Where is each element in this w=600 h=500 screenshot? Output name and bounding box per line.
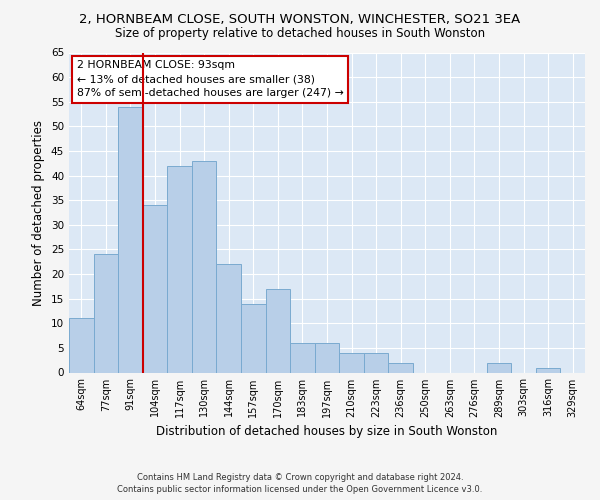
- Text: 2 HORNBEAM CLOSE: 93sqm
← 13% of detached houses are smaller (38)
87% of semi-de: 2 HORNBEAM CLOSE: 93sqm ← 13% of detache…: [77, 60, 343, 98]
- Bar: [388, 362, 413, 372]
- Text: Size of property relative to detached houses in South Wonston: Size of property relative to detached ho…: [115, 28, 485, 40]
- Bar: [536, 368, 560, 372]
- Bar: [266, 289, 290, 372]
- Bar: [241, 304, 266, 372]
- X-axis label: Distribution of detached houses by size in South Wonston: Distribution of detached houses by size …: [157, 425, 497, 438]
- Bar: [69, 318, 94, 372]
- Bar: [487, 362, 511, 372]
- Bar: [290, 343, 315, 372]
- Bar: [94, 254, 118, 372]
- Bar: [192, 161, 217, 372]
- Bar: [167, 166, 192, 372]
- Bar: [339, 353, 364, 372]
- Bar: [315, 343, 339, 372]
- Bar: [217, 264, 241, 372]
- Bar: [118, 106, 143, 372]
- Bar: [364, 353, 388, 372]
- Text: 2, HORNBEAM CLOSE, SOUTH WONSTON, WINCHESTER, SO21 3EA: 2, HORNBEAM CLOSE, SOUTH WONSTON, WINCHE…: [79, 12, 521, 26]
- Y-axis label: Number of detached properties: Number of detached properties: [32, 120, 46, 306]
- Text: Contains HM Land Registry data © Crown copyright and database right 2024.
Contai: Contains HM Land Registry data © Crown c…: [118, 472, 482, 494]
- Bar: [143, 205, 167, 372]
